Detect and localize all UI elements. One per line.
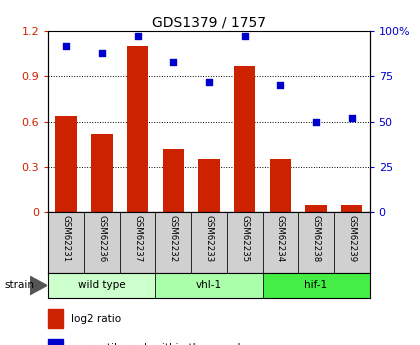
Bar [48,339,63,345]
Bar [341,205,362,212]
Bar [305,205,327,212]
Bar [55,116,77,212]
Text: log2 ratio: log2 ratio [71,314,121,324]
Text: wild type: wild type [78,280,126,290]
Point [170,59,177,65]
Text: GSM62232: GSM62232 [169,215,178,263]
Bar [198,159,220,212]
Text: strain: strain [4,280,34,290]
Bar [48,309,63,328]
Text: hif-1: hif-1 [304,280,328,290]
Text: percentile rank within the sample: percentile rank within the sample [71,343,247,345]
Point [241,34,248,39]
Title: GDS1379 / 1757: GDS1379 / 1757 [152,16,266,30]
Point [312,119,319,125]
Point [98,50,105,56]
Point [277,82,284,88]
Bar [191,212,227,273]
Point [134,34,141,39]
Text: vhl-1: vhl-1 [196,280,222,290]
Bar [120,212,155,273]
Text: GSM62231: GSM62231 [62,215,71,263]
Polygon shape [30,276,47,295]
Text: GSM62235: GSM62235 [240,215,249,263]
Bar [127,46,148,212]
Bar [163,149,184,212]
Point [206,79,212,85]
Bar [334,212,370,273]
Point [349,115,355,121]
Bar [155,273,262,298]
Text: GSM62234: GSM62234 [276,215,285,263]
Text: GSM62239: GSM62239 [347,215,356,262]
Bar [262,273,370,298]
Bar [48,212,84,273]
Bar [155,212,191,273]
Text: GSM62236: GSM62236 [97,215,106,263]
Text: GSM62237: GSM62237 [133,215,142,263]
Bar [227,212,262,273]
Bar [298,212,334,273]
Bar [84,212,120,273]
Point [63,43,70,48]
Text: GSM62238: GSM62238 [312,215,320,263]
Bar [262,212,298,273]
Bar [48,273,155,298]
Bar [234,66,255,212]
Bar [91,134,113,212]
Text: GSM62233: GSM62233 [205,215,213,263]
Bar [270,159,291,212]
